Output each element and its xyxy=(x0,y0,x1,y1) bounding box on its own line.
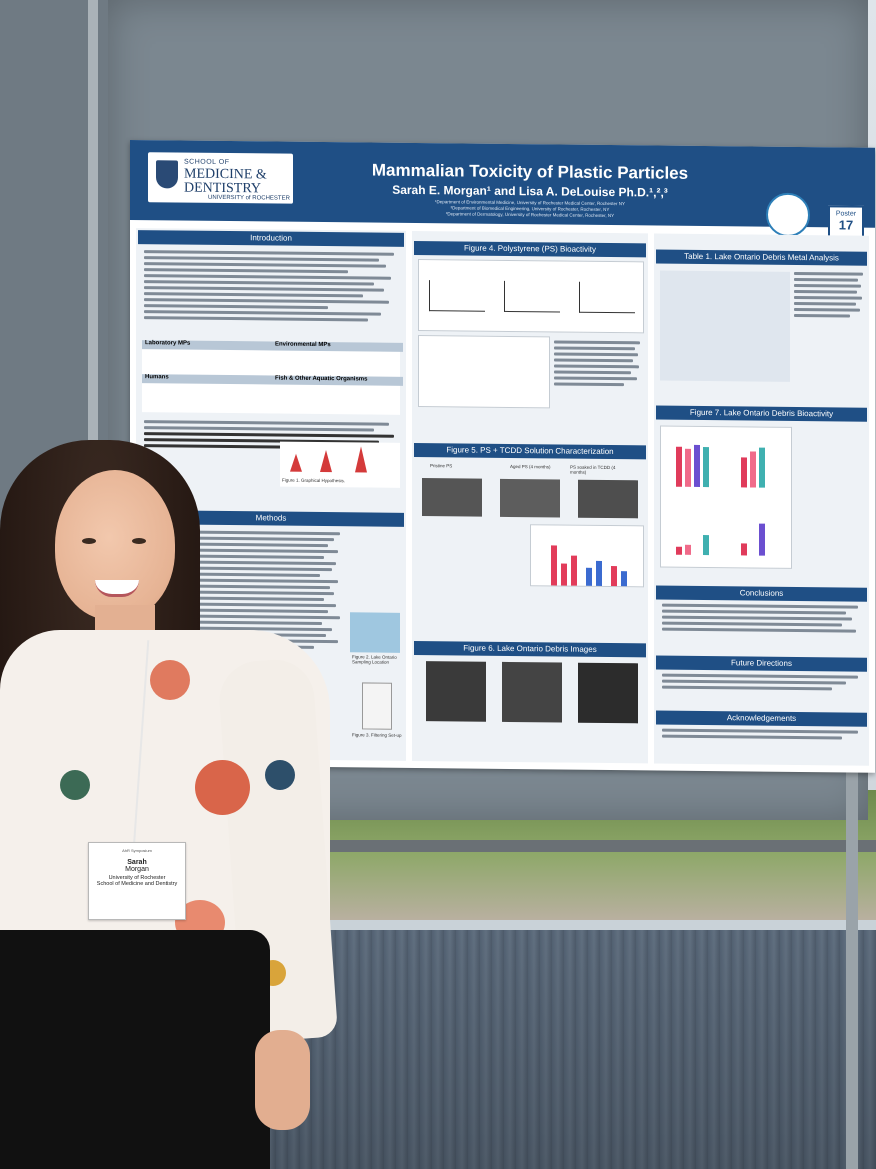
fig1-caption: Figure 1. Graphical Hypothesis. xyxy=(282,477,346,484)
conclusions-heading: Conclusions xyxy=(656,585,867,602)
intro-heading: Introduction xyxy=(138,230,404,247)
flower-pattern xyxy=(195,760,250,815)
person-face xyxy=(55,470,175,620)
lab-logo-icon xyxy=(766,192,810,238)
fig5-label-pristine: Pristine PS xyxy=(430,463,453,469)
badge-first-name: Sarah xyxy=(127,859,147,866)
conclusions-text xyxy=(662,603,862,636)
window-frame xyxy=(300,840,876,852)
ack-heading: Acknowledgements xyxy=(656,710,867,727)
fig3-caption: Figure 3. Filtering Set-up xyxy=(352,732,402,738)
fig5-heading: Figure 5. PS + TCDD Solution Characteriz… xyxy=(414,442,646,460)
future-heading: Future Directions xyxy=(656,655,867,672)
flower-pattern xyxy=(265,760,295,790)
intro-table-head-humans: Humans xyxy=(142,374,273,385)
fig7-heading: Figure 7. Lake Ontario Debris Bioactivit… xyxy=(656,405,867,422)
badge-institution: University of Rochester xyxy=(108,875,166,881)
intro-table-head-fish: Fish & Other Aquatic Organisms xyxy=(272,375,403,386)
fig4-heading: Figure 4. Polystyrene (PS) Bioactivity xyxy=(414,240,646,258)
fig4-scatter-panels xyxy=(418,259,644,334)
logo-line-1: SCHOOL OF xyxy=(184,158,230,167)
school-logo: SCHOOL OF MEDICINE & DENTISTRY UNIVERSIT… xyxy=(148,152,293,204)
table1-text xyxy=(794,271,864,321)
logo-line-4: UNIVERSITY of ROCHESTER xyxy=(208,194,290,202)
black-pants xyxy=(0,930,270,1169)
person-eye-left xyxy=(82,538,96,544)
badge-school: School of Medicine and Dentistry xyxy=(96,881,178,887)
poster-number: 17 xyxy=(838,217,854,233)
poster-header: SCHOOL OF MEDICINE & DENTISTRY UNIVERSIT… xyxy=(130,140,875,228)
intro-table: Laboratory MPs Environmental MPs Humans … xyxy=(142,340,403,415)
sem-image-3 xyxy=(578,479,638,519)
sem-image-1 xyxy=(422,478,482,517)
fig5-label-aged: Aged PS (4 months) xyxy=(510,463,551,470)
fig7-bar-charts xyxy=(660,425,792,569)
poster-affiliations: ¹Department of Environmental Medicine, U… xyxy=(300,198,760,221)
fig5-bar-chart xyxy=(530,524,644,588)
flower-pattern xyxy=(60,770,90,800)
intro-table-head-env: Environmental MPs xyxy=(272,341,403,352)
poster-title: Mammalian Toxicity of Plastic Particles xyxy=(371,160,689,183)
fig4-lower-panels xyxy=(418,335,550,409)
badge-last-name: Morgan xyxy=(125,866,149,873)
metal-analysis-table xyxy=(660,270,790,382)
fig2-caption: Figure 2. Lake Ontario Sampling Location xyxy=(352,654,397,665)
fig5-label-tcdd: PS soaked in TCDD (4 months) xyxy=(570,464,616,475)
flower-pattern xyxy=(150,660,190,700)
fig4-text xyxy=(554,340,642,389)
board-pole-left xyxy=(88,0,98,440)
debris-image-3 xyxy=(578,662,638,724)
person-smile xyxy=(95,580,139,597)
name-badge: AhR Symposium Sarah Morgan University of… xyxy=(88,842,186,920)
intro-table-head-lab: Laboratory MPs xyxy=(142,340,273,351)
fig6-heading: Figure 6. Lake Ontario Debris Images xyxy=(414,640,646,658)
badge-event: AhR Symposium xyxy=(122,848,152,853)
sampling-location-map xyxy=(350,612,400,653)
filtering-setup-figure xyxy=(362,682,392,730)
table1-heading: Table 1. Lake Ontario Debris Metal Analy… xyxy=(656,249,867,266)
debris-image-2 xyxy=(502,661,562,723)
sem-image-2 xyxy=(500,478,560,518)
person-eye-right xyxy=(132,538,146,544)
ack-text xyxy=(662,728,862,743)
intro-text xyxy=(144,250,399,325)
future-text xyxy=(662,673,862,694)
person-hand xyxy=(255,1030,310,1130)
shield-icon xyxy=(156,160,178,189)
graphical-hypothesis-figure: Figure 1. Graphical Hypothesis. xyxy=(280,441,400,488)
debris-image-1 xyxy=(426,661,486,722)
